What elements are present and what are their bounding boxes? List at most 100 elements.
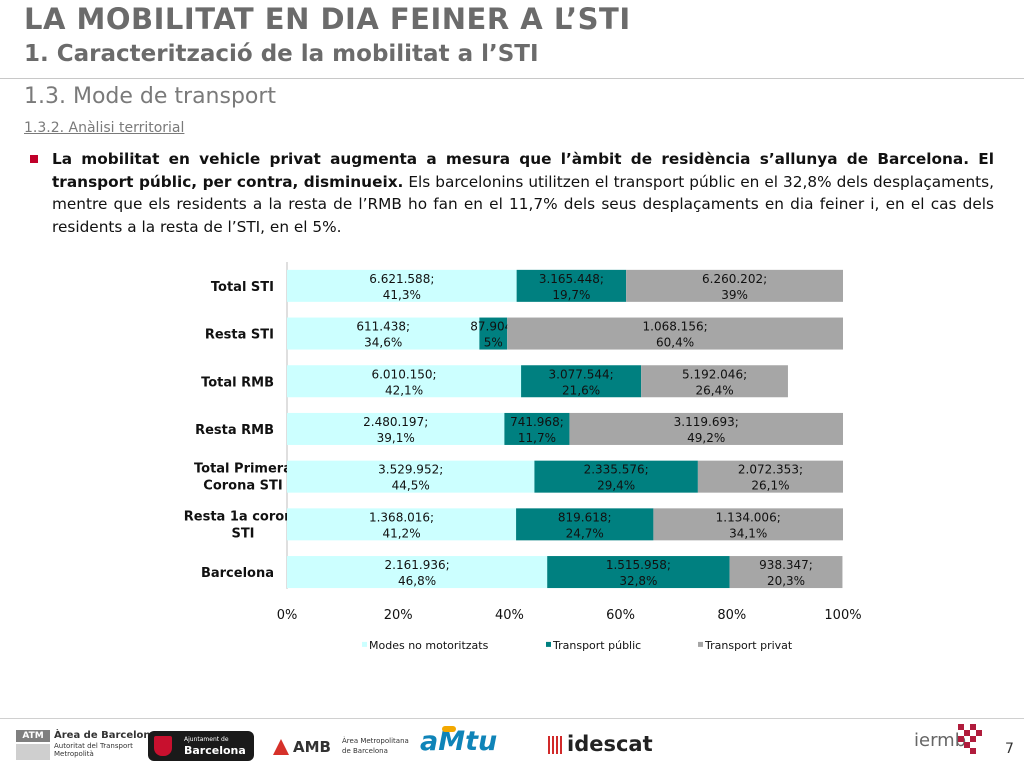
bar-segment [507,317,843,350]
ajuntament-shield-icon [154,736,172,756]
bar-segment [653,508,843,541]
data-label-percent: 46,8% [398,574,436,588]
data-label-count: 5.192.046; [682,367,747,381]
summary-bold-text: La mobilitat en vehicle privat augmenta … [52,150,994,191]
amb-badge: AMB [293,738,331,756]
bar-segment [287,556,548,589]
data-label-percent: 39,1% [377,431,415,445]
data-label-percent: 34,6% [364,336,402,350]
category-label: Total RMB [201,375,274,390]
x-tick-label: 20% [384,608,413,623]
bar-segment [547,556,730,589]
data-label-percent: 24,7% [566,526,604,540]
bar-segment [521,365,642,398]
legend-swatch [698,641,703,647]
amtu-badge: aMtu [420,726,498,757]
data-label-percent: 29,4% [597,479,635,493]
data-label-percent: 26,1% [751,479,789,493]
x-tick-label: 60% [606,608,635,623]
x-tick-label: 0% [277,608,298,623]
data-label-percent: 44,5% [392,479,430,493]
data-label-percent: 60,4% [656,336,694,350]
data-label-count: 819.618; [558,510,612,524]
data-label-count: 6.621.588; [369,272,434,286]
bar-segment [287,269,517,302]
category-label: Total Primera Corona STI [194,462,292,494]
data-label-count: 2.072.353; [738,463,803,477]
stacked-bar-chart: Total STI 6.621.588; 41,3% 3.165.448; 19,7% 6… [184,262,862,652]
data-label-count: 2.161.936; [385,558,450,572]
data-label-percent: 11,7% [518,431,556,445]
page-subtitle: 1. Caracterització de la mobilitat a l’S… [24,41,539,67]
data-label-percent: 20,3% [767,574,805,588]
bar-segment [516,508,654,541]
data-label-count: 3.077.544; [549,367,614,381]
ajuntament-line-2: Barcelona [184,744,246,757]
atm-logo-line-1: Àrea de Barcelona [54,730,158,741]
data-label-percent: 41,2% [382,526,420,540]
data-label-count: 611.438; [356,320,410,334]
category-label: Resta 1a corona STI [184,509,302,541]
page-number: 7 [1005,741,1014,757]
legend-label: Transport públic [552,639,641,652]
amb-logo: AMB Àrea Metropolitana de Barcelona [272,735,409,759]
atm-mark [16,744,50,760]
bar-segment [569,412,843,445]
subsection-heading: 1.3.2. Anàlisi territorial [24,120,185,136]
ajuntament-logo: Ajuntament de Barcelona [148,731,254,761]
bar-segment [516,269,627,302]
legend-label: Modes no motoritzats [369,639,489,652]
bar-segment [534,460,698,493]
data-label-percent: 41,3% [383,288,421,302]
bar-segment [287,317,480,350]
category-label: Resta RMB [195,423,274,438]
atm-logo-line-2: Autoritat del Transport [54,742,133,750]
idescat-bars-icon [548,736,564,754]
data-label-count: 1.515.958; [606,558,671,572]
iermb-pixel-icon [958,724,982,754]
bar-segment [287,508,517,541]
data-label-percent: 34,1% [729,526,767,540]
data-label-count: 1.068.156; [643,320,708,334]
summary-normal-text: Els barcelonins utilitzen el transport p… [52,172,995,236]
amb-line-2: de Barcelona [342,747,388,755]
amtu-logo: aMtu [420,724,510,764]
amb-line-1: Àrea Metropolitana [342,737,409,745]
idescat-badge: idescat [567,732,653,756]
data-label-count: 3.165.448; [539,272,604,286]
legend-swatch [546,641,551,647]
legend-label: Transport privat [704,639,793,652]
bar-segment [287,460,535,493]
bar-segment [729,556,843,589]
section-heading: 1.3. Mode de transport [24,84,277,109]
data-label-percent: 21,6% [562,383,600,397]
atm-logo-line-3: Metropolità [54,750,94,758]
idescat-logo: idescat [548,730,653,760]
data-label-count: 741.968; [510,415,564,429]
data-label-count: 1.368.016; [369,510,434,524]
x-tick-label: 40% [495,608,524,623]
ajuntament-line-1: Ajuntament de [184,736,229,743]
bar-segment [479,317,508,350]
bar-segment [697,460,843,493]
data-label-percent: 32,8% [619,574,657,588]
data-label-count: 3.529.952; [378,463,443,477]
legend-swatch [362,641,367,647]
bar-segment [287,365,522,398]
atm-logo: ATM Àrea de Barcelona Autoritat del Tran… [16,730,157,762]
data-label-percent: 19,7% [552,288,590,302]
data-label-count: 87.904; [470,320,516,334]
iermb-badge: iermb [914,730,967,751]
data-label-count: 938.347; [759,558,813,572]
category-label: Resta STI [205,328,274,343]
bar-segment [287,412,505,445]
bullet-icon [30,155,38,163]
atm-badge: ATM [16,730,50,742]
data-label-percent: 49,2% [687,431,725,445]
bar-segment [626,269,843,302]
x-tick-label: 80% [717,608,746,623]
category-label: Total STI [211,280,274,295]
iermb-logo: iermb [914,722,984,758]
data-label-count: 3.119.693; [674,415,739,429]
footer-divider [0,718,1024,719]
